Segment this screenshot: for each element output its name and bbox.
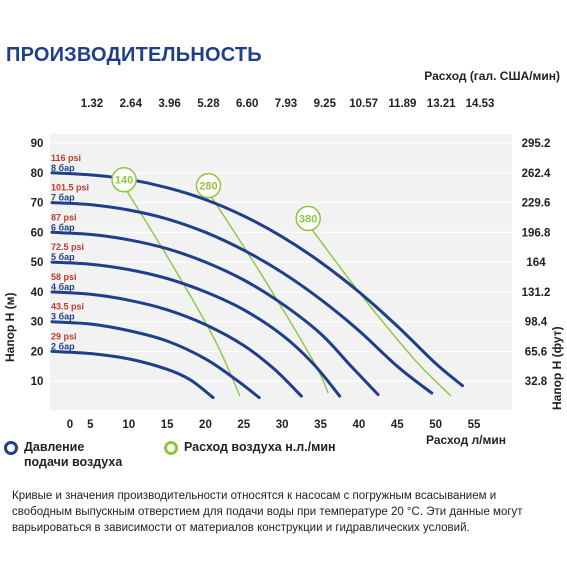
x-tick-label: 50 (429, 419, 442, 431)
x-tick-label: 20 (199, 419, 212, 431)
legend-air-label: Расход воздуха н.л./мин (184, 440, 336, 454)
y-axis-right: 32.8 65.6 98.4 131.2 164 196.8 229.6 262.4 295.2 (522, 138, 551, 388)
pump-curve (50, 349, 215, 400)
y-right-tick-label: 65.6 (525, 346, 547, 358)
pressure-bar-label: 2 бар (51, 341, 75, 351)
y-right-tick-label: 131.2 (522, 287, 551, 299)
y-right-tick-label: 164 (526, 257, 546, 269)
y-left-tick-label: 50 (31, 257, 44, 269)
air-curve-280 (204, 187, 329, 394)
x-tick-label: 10 (122, 419, 135, 431)
air-label-ring (195, 172, 222, 199)
pump-curve (50, 260, 342, 398)
pressure-psi-label: 72.5 psi (51, 242, 84, 252)
x-tick-label: 5 (87, 419, 94, 431)
y-right-tick-label: 98.4 (525, 317, 548, 329)
pump-curve (50, 201, 434, 395)
y-axis-left: 10 20 30 40 50 60 70 80 90 (31, 138, 44, 388)
legend-pressure-swatch (4, 441, 18, 455)
y-right-tick-label: 295.2 (522, 138, 551, 150)
pressure-bar-label: 6 бар (51, 222, 75, 232)
top-tick-label: 3.96 (158, 98, 180, 110)
x-tick-label: 0 (67, 419, 73, 431)
y-right-tick-label: 196.8 (522, 227, 551, 239)
x-tick-label: 30 (276, 419, 289, 431)
top-tick-label: 1.32 (81, 98, 103, 110)
y-left-tick-label: 80 (31, 168, 44, 180)
air-consumption-labels: 140 280 380 (111, 166, 321, 232)
legend-air-swatch (164, 441, 178, 455)
pressure-psi-label: 58 psi (51, 272, 77, 282)
pump-curve (50, 230, 380, 397)
pressure-psi-label: 29 psi (51, 331, 77, 341)
pressure-psi-label: 87 psi (51, 212, 77, 222)
top-tick-label: 11.89 (388, 98, 416, 110)
air-label-380: 380 (299, 213, 317, 225)
x-tick-label: 45 (391, 419, 404, 431)
y-left-tick-label: 20 (31, 346, 44, 358)
air-label-280: 280 (199, 181, 217, 193)
performance-chart: 1.32 2.64 3.96 5.28 6.60 7.93 9.25 10.57 11.89 13… (3, 69, 564, 447)
top-tick-label: 5.28 (197, 98, 220, 110)
pressure-bar-label: 4 бар (51, 282, 75, 292)
y-left-tick-label: 40 (31, 287, 44, 299)
air-label-ring (295, 205, 321, 232)
x-tick-label: 40 (353, 419, 366, 431)
chart-svg: 1.32 2.64 3.96 5.28 6.60 7.93 9.25 10.57 11.89 13… (3, 69, 564, 447)
footnote: Кривые и значения производительности отн… (12, 490, 523, 534)
x-tick-label: 15 (161, 419, 174, 431)
y-left-tick-label: 10 (31, 376, 44, 388)
x-tick-label: 35 (314, 419, 327, 431)
top-tick-label: 10.57 (349, 98, 378, 110)
y-right-tick-label: 229.6 (522, 198, 551, 210)
legend-air: Расход воздуха н.л./мин (164, 440, 336, 455)
top-axis-label: Расход (гал. США/мин) (424, 69, 560, 83)
legend-pressure-label: Давление подачи воздуха (24, 440, 123, 469)
top-tick-label: 9.25 (314, 98, 337, 110)
top-tick-label: 6.60 (236, 98, 258, 110)
top-axis: 1.32 2.64 3.96 5.28 6.60 7.93 9.25 10.57 11.89 13… (81, 98, 495, 110)
y-axis-left-label: Напор H (м) (3, 293, 17, 362)
pressure-psi-label: 101.5 psi (51, 183, 89, 193)
pressure-psi-label: 116 psi (51, 153, 81, 163)
pressure-bar-label: 7 бар (51, 193, 75, 203)
x-tick-label: 25 (237, 419, 250, 431)
x-axis-label: Расход л/мин (426, 433, 506, 447)
top-tick-label: 14.53 (466, 98, 495, 110)
air-curve-380 (304, 219, 452, 397)
page-title: ПРОИЗВОДИТЕЛЬНОСТЬ (6, 44, 262, 66)
top-tick-label: 2.64 (120, 98, 143, 110)
top-tick-label: 7.93 (275, 98, 297, 110)
y-axis-right-label: Напор H (фут) (550, 326, 564, 410)
pressure-bar-label: 5 бар (51, 252, 75, 262)
pump-curve (50, 290, 303, 398)
y-left-tick-label: 70 (31, 198, 44, 210)
pressure-bar-label: 3 бар (51, 312, 75, 322)
air-label-ring (111, 166, 137, 193)
y-right-tick-label: 32.8 (525, 376, 548, 388)
pressure-psi-label: 43.5 psi (51, 302, 84, 312)
air-label-140: 140 (115, 175, 133, 187)
y-left-tick-label: 30 (31, 317, 44, 329)
pressure-bar-label: 8 бар (51, 163, 75, 173)
pump-curve (50, 320, 261, 400)
y-right-tick-label: 262.4 (522, 168, 551, 180)
x-tick-label: 55 (468, 419, 481, 431)
legend-pressure: Давление подачи воздуха (4, 440, 122, 470)
y-left-tick-label: 60 (31, 227, 44, 239)
y-left-tick-label: 90 (31, 138, 44, 150)
top-tick-label: 13.21 (427, 98, 456, 110)
x-axis: 0 5 10 15 20 25 30 35 40 45 50 55 (67, 419, 481, 431)
